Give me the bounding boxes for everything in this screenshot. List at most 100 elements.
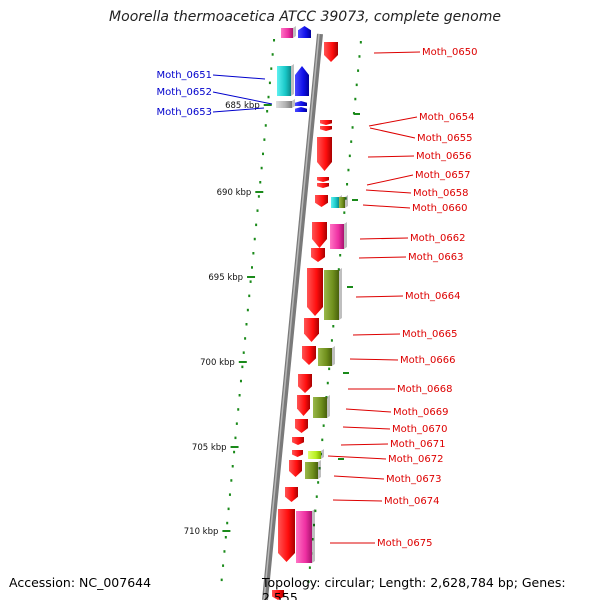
gene-label-moth_0662: Moth_0662 (410, 233, 465, 244)
scale-dot (259, 181, 262, 184)
scale-dot (358, 55, 361, 58)
scale-dot (256, 209, 259, 212)
scale-dot (241, 365, 244, 369)
scale-dot (346, 183, 349, 186)
leader-line (212, 91, 273, 105)
scale-dot (234, 436, 237, 440)
leader-line (365, 189, 412, 194)
gene-shape (296, 509, 315, 563)
scale-dot (231, 465, 234, 468)
gene-shape (285, 487, 298, 502)
leader-line (352, 333, 401, 336)
scale-dot (359, 41, 362, 44)
scale-dot (357, 69, 360, 72)
scale-dot (270, 67, 273, 70)
scale-dot (354, 97, 357, 101)
scale-dot (237, 408, 240, 411)
accession-text: Accession: NC_007644 (9, 575, 152, 590)
scale-dot (328, 367, 331, 371)
scale-dot (351, 126, 354, 129)
scale-dot (263, 138, 266, 141)
scale-dot (348, 154, 351, 158)
scale-label: 685 kbp (225, 101, 260, 111)
gene-label-moth_0652: Moth_0652 (157, 87, 212, 98)
genome-backbone (262, 33, 323, 600)
leader-line (327, 455, 387, 460)
leader-line (373, 51, 421, 54)
scale-label: 700 kbp (200, 358, 235, 368)
gene-label-moth_0675: Moth_0675 (377, 538, 432, 549)
gene-label-moth_0653: Moth_0653 (157, 107, 212, 118)
gene-shape (313, 395, 330, 418)
gene-label-moth_0665: Moth_0665 (402, 329, 457, 340)
scale-dot (313, 523, 316, 527)
scale-dot (220, 578, 223, 582)
gene-shape (289, 460, 302, 477)
scale-label: 690 kbp (217, 188, 252, 198)
scale-dot (343, 211, 346, 214)
gene-shape (324, 42, 338, 62)
leader-line (342, 426, 391, 430)
scale-dot (246, 308, 249, 312)
gene-label-moth_0666: Moth_0666 (400, 355, 455, 366)
scale-dot (350, 140, 353, 143)
gene-shape (302, 346, 316, 365)
scale-dot (321, 438, 324, 442)
gene-shape (281, 26, 296, 38)
scale-dot (339, 254, 342, 257)
scale-dot (308, 566, 311, 569)
gene-label-moth_0655: Moth_0655 (417, 133, 472, 144)
scale-dot (330, 339, 333, 342)
leader-line (212, 74, 266, 80)
scale-dot (248, 294, 251, 298)
leader-line (369, 127, 416, 139)
gene-shape (295, 107, 307, 112)
scale-dot (227, 507, 230, 511)
scale-dot (262, 152, 265, 156)
gene-label-moth_0664: Moth_0664 (405, 291, 460, 302)
scale-dot (223, 550, 226, 553)
scale-dot (347, 168, 350, 172)
scale-dot (315, 495, 318, 498)
scale-dot (228, 493, 231, 496)
gene-shape (339, 195, 348, 208)
gene-label-moth_0671: Moth_0671 (390, 439, 445, 450)
gene-shape (317, 177, 329, 182)
gene-label-moth_0660: Moth_0660 (412, 203, 467, 214)
gene-shape (330, 222, 347, 249)
scale-dot (271, 53, 274, 56)
gene-shape (308, 449, 324, 459)
scale-dot (244, 337, 247, 340)
gene-shape (318, 346, 335, 366)
gene-shape (307, 268, 323, 316)
gene-shape (295, 66, 309, 96)
gene-shape (324, 268, 342, 320)
scale-dot (242, 351, 245, 354)
gene-label-moth_0663: Moth_0663 (408, 252, 463, 263)
scale-dot (311, 538, 314, 541)
scale-label: 710 kbp (184, 527, 219, 537)
scale-dot (224, 536, 227, 539)
gene-label-moth_0670: Moth_0670 (392, 424, 447, 435)
leader-line (362, 204, 411, 209)
leader-line (359, 237, 409, 240)
leader-line (368, 116, 418, 127)
scale-dot (337, 268, 340, 271)
scale-dot (235, 422, 238, 425)
scale-dot (352, 112, 355, 115)
gene-label-moth_0656: Moth_0656 (416, 151, 471, 162)
scale-dot (230, 479, 233, 482)
scale-dot (314, 509, 317, 513)
leader-line (366, 174, 414, 186)
scale-label: 705 kbp (192, 443, 227, 453)
leader-line (345, 408, 392, 413)
scale-dot (245, 323, 248, 326)
gene-label-moth_0672: Moth_0672 (388, 454, 443, 465)
gene-shape (317, 137, 332, 171)
gene-shape (277, 64, 294, 96)
leader-line (349, 358, 399, 361)
gene-label-moth_0668: Moth_0668 (397, 384, 452, 395)
topology-text: Topology: circular; Length: 2,628,784 bp… (262, 575, 566, 600)
scale-dot (255, 223, 258, 227)
scale-dot (264, 124, 267, 127)
